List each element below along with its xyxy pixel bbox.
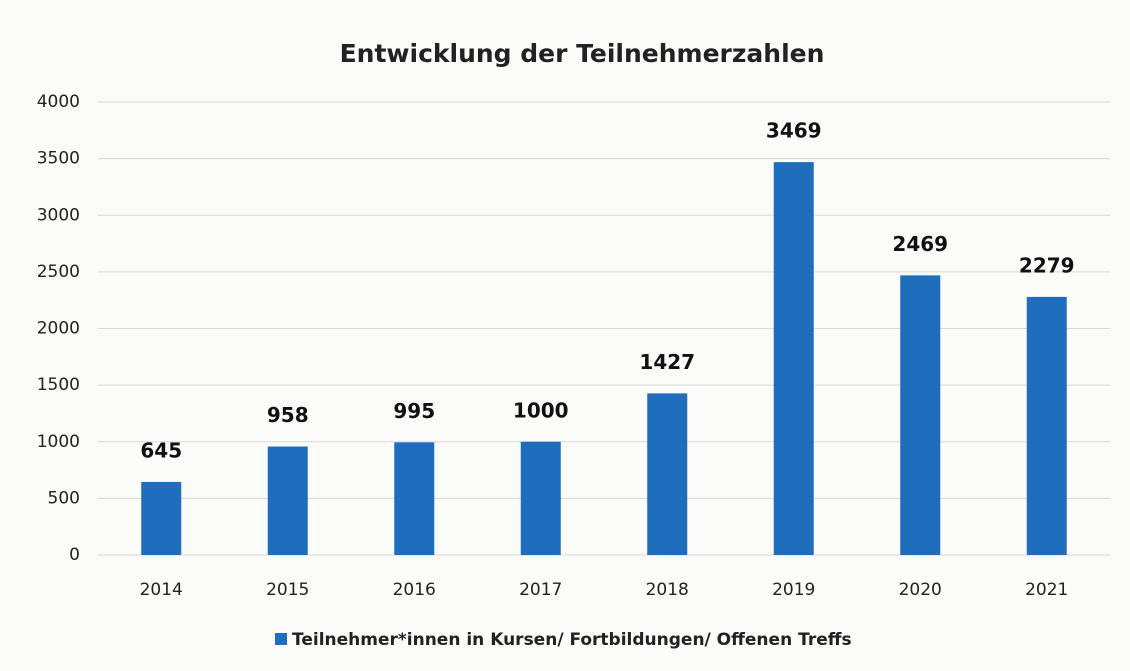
x-tick-label: 2019 xyxy=(772,580,815,600)
data-label: 2279 xyxy=(1019,253,1075,277)
data-label: 958 xyxy=(267,403,309,427)
y-tick-label: 1500 xyxy=(37,375,80,395)
y-tick-label: 500 xyxy=(48,488,80,508)
bar xyxy=(773,162,814,556)
bar xyxy=(141,481,182,555)
y-tick-label: 1000 xyxy=(37,432,80,452)
x-tick-label: 2015 xyxy=(266,580,309,600)
data-label: 1000 xyxy=(513,398,569,422)
y-tick-label: 2500 xyxy=(37,262,80,282)
bar xyxy=(267,446,308,555)
y-tick-label: 3500 xyxy=(37,149,80,169)
bar xyxy=(900,275,941,555)
data-label: 995 xyxy=(393,399,435,423)
x-tick-label: 2020 xyxy=(899,580,942,600)
bar xyxy=(394,442,435,555)
x-tick-label: 2017 xyxy=(519,580,562,600)
x-tick-label: 2018 xyxy=(646,580,689,600)
bar xyxy=(647,393,688,555)
bar xyxy=(1026,296,1067,555)
data-label: 3469 xyxy=(766,119,822,143)
bar xyxy=(520,441,561,555)
x-tick-label: 2014 xyxy=(140,580,183,600)
x-tick-label: 2021 xyxy=(1025,580,1068,600)
y-tick-label: 0 xyxy=(69,545,80,565)
data-label: 1427 xyxy=(639,350,695,374)
y-tick-label: 4000 xyxy=(37,92,80,112)
legend-label: Teilnehmer*innen in Kursen/ Fortbildunge… xyxy=(292,630,852,650)
legend-swatch xyxy=(275,633,287,645)
x-tick-label: 2016 xyxy=(393,580,436,600)
data-label: 2469 xyxy=(892,232,948,256)
data-label: 645 xyxy=(140,438,182,462)
y-tick-label: 2000 xyxy=(37,319,80,339)
chart-title: Entwicklung der Teilnehmerzahlen xyxy=(340,39,825,68)
y-tick-label: 3000 xyxy=(37,205,80,225)
